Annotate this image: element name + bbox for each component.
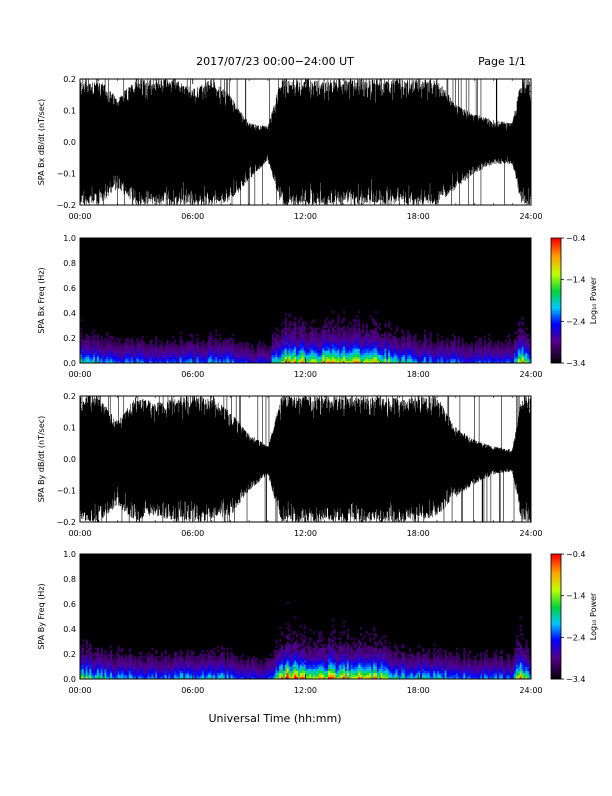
colorbar-tick-label: −3.4	[566, 675, 585, 684]
x-tick-label: 18:00	[407, 529, 430, 538]
by-timeseries-panel: 00:00 06:00 12:00 18:00 24:00 −0.2 −0.1 0.0 0.1 0…	[37, 392, 543, 538]
y-axis-label: SPA Bx Freq (Hz)	[37, 267, 46, 333]
y-tick-label: 1.0	[63, 550, 76, 559]
colorbar-tick-label: −0.4	[566, 550, 585, 559]
y-tick-label: 0.2	[63, 334, 76, 343]
x-tick-label: 00:00	[68, 529, 91, 538]
signal-trace	[80, 79, 531, 205]
x-tick-label: 24:00	[519, 370, 542, 379]
colorbar-tick-label: −2.4	[566, 317, 585, 326]
colorbar-tick-label: −3.4	[566, 359, 585, 368]
y-tick-label: 0.0	[63, 359, 76, 368]
x-tick-label: 00:00	[68, 212, 91, 221]
x-tick-label: 24:00	[519, 212, 542, 221]
y-tick-label: 1.0	[63, 234, 76, 243]
y-tick-label: 0.2	[63, 75, 76, 84]
x-tick-label: 18:00	[407, 370, 430, 379]
y-tick-label: 0.2	[63, 650, 76, 659]
x-tick-label: 18:00	[407, 686, 430, 695]
signal-trace	[80, 396, 531, 522]
y-axis-label: SPA By dB/dt (nT/sec)	[37, 416, 46, 503]
x-tick-label: 00:00	[68, 370, 91, 379]
x-tick-label: 12:00	[294, 529, 317, 538]
x-tick-label: 12:00	[294, 686, 317, 695]
y-tick-label: 0.8	[63, 575, 76, 584]
y-tick-label: 0.6	[63, 284, 76, 293]
x-tick-label: 06:00	[181, 529, 204, 538]
bx-timeseries-panel: 00:00 06:00 12:00 18:00 24:00 −0.2 −0.1 0.0 0.1 0…	[37, 75, 543, 221]
y-tick-label: 0.0	[63, 675, 76, 684]
x-tick-label: 18:00	[407, 212, 430, 221]
y-tick-label: 0.1	[63, 107, 76, 116]
y-tick-label: −0.1	[57, 487, 76, 496]
x-tick-label: 00:00	[68, 686, 91, 695]
y-tick-label: 0.0	[63, 455, 76, 464]
colorbar-tick-label: −2.4	[566, 633, 585, 642]
y-tick-label: 0.0	[63, 138, 76, 147]
y-tick-label: 0.6	[63, 600, 76, 609]
x-tick-label: 24:00	[519, 686, 542, 695]
y-tick-label: 0.1	[63, 424, 76, 433]
x-tick-label: 24:00	[519, 529, 542, 538]
x-axis-label: Universal Time (hh:mm)	[209, 712, 342, 725]
y-tick-label: −0.2	[57, 518, 76, 527]
plot-title: 2017/07/23 00:00−24:00 UT	[196, 55, 354, 68]
x-tick-label: 12:00	[294, 370, 317, 379]
colorbar-tick-label: −0.4	[566, 234, 585, 243]
colorbar	[551, 554, 561, 679]
by-spectrogram-panel: −0.4 −1.4 −2.4 −3.4 Log₁₀ Power 00:00 06:00 12:…	[37, 550, 598, 695]
x-tick-label: 06:00	[181, 370, 204, 379]
colorbar-label: Log₁₀ Power	[589, 592, 598, 640]
x-tick-label: 06:00	[181, 212, 204, 221]
x-tick-label: 06:00	[181, 686, 204, 695]
y-axis-label: SPA Bx dB/dt (nT/sec)	[37, 99, 46, 186]
colorbar-tick-label: −1.4	[566, 276, 585, 285]
colorbar	[551, 238, 561, 363]
page-number: Page 1/1	[478, 55, 526, 68]
bx-spectrogram-panel: −0.4 −1.4 −2.4 −3.4 Log₁₀ Power 00:00 06:00 12:…	[37, 234, 598, 379]
colorbar-label: Log₁₀ Power	[589, 276, 598, 324]
y-tick-label: 0.8	[63, 259, 76, 268]
y-tick-label: 0.2	[63, 392, 76, 401]
y-tick-label: −0.1	[57, 170, 76, 179]
y-axis-label: SPA By Freq (Hz)	[37, 583, 46, 649]
x-tick-label: 12:00	[294, 212, 317, 221]
y-tick-label: 0.4	[63, 625, 76, 634]
y-tick-label: −0.2	[57, 201, 76, 210]
y-tick-label: 0.4	[63, 309, 76, 318]
colorbar-tick-label: −1.4	[566, 592, 585, 601]
